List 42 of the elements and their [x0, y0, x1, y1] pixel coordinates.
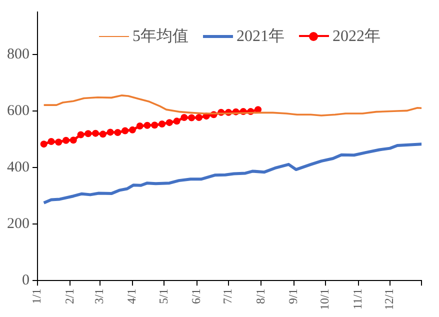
point: [173, 118, 180, 125]
point: [151, 122, 158, 129]
x-tick-label: 1/1: [30, 288, 44, 304]
x-tick-label: 7/1: [220, 288, 235, 304]
point: [136, 122, 144, 130]
legend-label: 2021年: [236, 27, 284, 47]
point: [48, 138, 55, 146]
legend-label: 5年均值: [132, 27, 188, 47]
point: [144, 122, 151, 129]
x-tick-label: 4/1: [124, 288, 139, 304]
point: [158, 120, 166, 128]
y-tick-label: 0: [22, 272, 30, 289]
legend-label: 2022年: [332, 27, 380, 47]
point: [106, 128, 114, 136]
point: [55, 138, 62, 146]
point: [99, 130, 106, 138]
x-tick-label: 8/1: [253, 288, 268, 304]
point: [92, 130, 100, 137]
x-tick-label: 9/1: [286, 288, 300, 304]
point: [180, 114, 188, 121]
x-tick-label: 6/1: [188, 288, 203, 304]
y-tick-label: 600: [7, 102, 30, 119]
x-tick-label: 5/1: [156, 288, 170, 304]
x-tick-label: 11/1: [350, 288, 364, 310]
point: [122, 127, 129, 134]
point: [188, 114, 196, 122]
point: [77, 131, 84, 138]
y-tick-label: 800: [7, 46, 30, 62]
x-tick-label: 2/1: [62, 288, 76, 304]
point: [128, 126, 136, 134]
point: [84, 130, 92, 138]
x-tick-label: 12/1: [382, 288, 396, 310]
point: [62, 136, 70, 144]
x-tick-label: 10/1: [318, 288, 332, 310]
point: [114, 128, 122, 136]
point: [40, 140, 48, 148]
point: [70, 136, 77, 144]
point: [166, 119, 173, 126]
y-tick-label: 200: [7, 216, 30, 232]
point: [195, 114, 202, 121]
x-tick-label: 3/1: [92, 288, 106, 304]
y-tick-label: 400: [7, 159, 30, 176]
